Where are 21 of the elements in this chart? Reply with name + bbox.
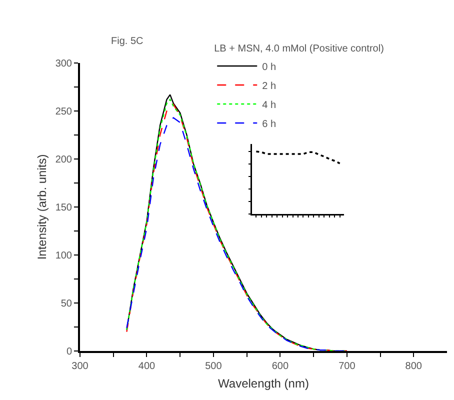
x-axis-title: Wavelength (nm) [218,376,309,390]
y-axis-title: Intensity (arb. units) [35,154,50,260]
x-tick-label: 500 [205,361,222,372]
legend-label: 2 h [262,80,276,92]
y-tick-label: 50 [60,298,72,310]
x-tick-label: 600 [272,361,289,372]
x-tick-label: 300 [72,361,89,372]
y-tick-label: 200 [55,154,72,166]
y-tick-label: 100 [55,250,72,262]
y-tick-label: 0 [66,346,72,358]
y-tick-label: 150 [55,202,72,214]
x-tick-label: 800 [405,361,422,372]
legend-label: 4 h [262,100,276,111]
x-tick-label: 700 [338,361,356,372]
y-tick-label: 250 [55,106,72,118]
legend-label: 0 h [262,62,276,73]
caption: Fig. 5C [111,36,144,47]
legend-title: LB + MSN, 4.0 mMol (Positive control) [214,44,384,55]
legend-label: 6 h [262,118,276,130]
x-tick-label: 400 [138,361,156,372]
y-tick-label: 300 [55,58,72,70]
